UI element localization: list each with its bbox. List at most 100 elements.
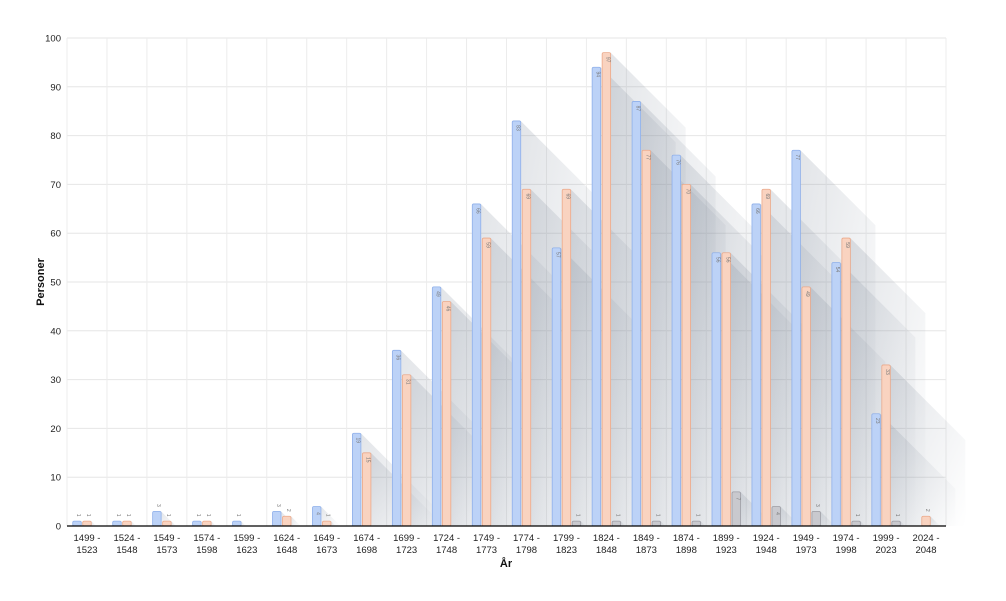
data-label: 1 bbox=[894, 514, 900, 517]
x-tick-label: 1623 bbox=[236, 545, 257, 556]
x-tick-label: 1774 - bbox=[513, 533, 540, 544]
bar bbox=[192, 520, 202, 527]
bar-shadow bbox=[211, 521, 216, 526]
data-label: 97 bbox=[604, 57, 610, 63]
data-label: 46 bbox=[445, 306, 451, 312]
data-label: 2 bbox=[924, 509, 930, 512]
x-tick-label: 1549 - bbox=[153, 533, 180, 544]
bar bbox=[921, 515, 931, 527]
bar bbox=[681, 183, 691, 527]
bar-shadow bbox=[700, 521, 706, 526]
x-tick-label: 1924 - bbox=[753, 533, 780, 544]
bar bbox=[571, 520, 582, 527]
x-tick-label: 1799 - bbox=[553, 533, 580, 544]
data-label: 1 bbox=[125, 514, 131, 517]
bar-shadow bbox=[291, 516, 301, 526]
bar bbox=[551, 247, 562, 527]
bar-shadow bbox=[930, 516, 941, 526]
data-label: 1 bbox=[205, 514, 211, 517]
bar bbox=[511, 120, 522, 527]
x-tick-label: 1548 bbox=[116, 545, 137, 556]
data-label: 1 bbox=[165, 514, 171, 517]
x-tick-label: 1699 - bbox=[393, 533, 420, 544]
data-label: 70 bbox=[684, 189, 690, 195]
data-label: 1 bbox=[694, 514, 700, 517]
data-label: 56 bbox=[724, 257, 730, 263]
x-tick-label: 1599 - bbox=[233, 533, 260, 544]
bar bbox=[721, 252, 731, 527]
data-label: 66 bbox=[475, 208, 481, 214]
data-label: 54 bbox=[834, 267, 840, 273]
bar bbox=[801, 286, 811, 527]
data-label: 49 bbox=[435, 291, 441, 297]
x-tick-label: 1648 bbox=[276, 545, 297, 556]
data-label: 83 bbox=[514, 125, 520, 131]
bar bbox=[791, 149, 801, 527]
data-label: 66 bbox=[754, 208, 760, 214]
x-tick-label: 1523 bbox=[76, 545, 97, 556]
data-label: 1 bbox=[75, 514, 81, 517]
data-label: 56 bbox=[714, 257, 720, 263]
y-tick-label: 10 bbox=[50, 473, 61, 484]
bar bbox=[82, 520, 92, 527]
data-label: 1 bbox=[115, 514, 121, 517]
x-tick-label: 1999 - bbox=[873, 533, 900, 544]
bar bbox=[312, 506, 322, 527]
x-tick-label: 1748 bbox=[436, 545, 457, 556]
data-label: 76 bbox=[674, 159, 680, 165]
data-label: 36 bbox=[395, 355, 401, 361]
bar bbox=[771, 506, 781, 527]
x-tick-label: 1723 bbox=[396, 545, 417, 556]
data-label: 59 bbox=[844, 242, 850, 248]
data-label: 87 bbox=[634, 106, 640, 112]
x-tick-label: 1898 bbox=[676, 545, 697, 556]
y-tick-label: 0 bbox=[56, 522, 61, 533]
bar bbox=[391, 349, 402, 527]
x-tick-label: 2048 bbox=[915, 545, 936, 556]
bar bbox=[671, 154, 681, 527]
data-label: 3 bbox=[275, 504, 281, 507]
x-tick-label: 1873 bbox=[636, 545, 657, 556]
bar-shadow bbox=[330, 521, 336, 526]
data-label: 69 bbox=[564, 193, 570, 199]
bar-shadow bbox=[620, 521, 626, 526]
data-label: 1 bbox=[654, 514, 660, 517]
bar bbox=[591, 66, 602, 527]
bar bbox=[352, 432, 362, 527]
bar bbox=[362, 452, 372, 527]
x-tick-label: 1948 bbox=[756, 545, 777, 556]
bar bbox=[711, 252, 721, 527]
x-tick-label: 1598 bbox=[196, 545, 217, 556]
bar-shadow bbox=[780, 506, 800, 526]
x-tick-label: 1724 - bbox=[433, 533, 460, 544]
x-tick-label: 1798 bbox=[516, 545, 537, 556]
data-label: 2 bbox=[285, 509, 291, 512]
x-tick-label: 1574 - bbox=[193, 533, 220, 544]
x-tick-label: 1998 bbox=[836, 545, 857, 556]
y-tick-label: 80 bbox=[50, 131, 61, 142]
x-tick-label: 1874 - bbox=[673, 533, 700, 544]
bar bbox=[112, 520, 122, 527]
x-tick-label: 1524 - bbox=[113, 533, 140, 544]
x-tick-label: 1824 - bbox=[593, 533, 620, 544]
bar bbox=[401, 374, 412, 527]
data-label: 1 bbox=[574, 514, 580, 517]
bar bbox=[162, 520, 172, 527]
data-label: 1 bbox=[85, 514, 91, 517]
bar-shadow bbox=[580, 521, 586, 526]
bar-shadow bbox=[900, 521, 906, 526]
bar bbox=[431, 286, 442, 527]
bar bbox=[282, 515, 292, 527]
data-label: 4 bbox=[774, 512, 780, 515]
x-tick-label: 1823 bbox=[556, 545, 577, 556]
data-label: 31 bbox=[405, 379, 411, 385]
bar bbox=[751, 203, 761, 527]
bar bbox=[691, 520, 701, 527]
bar bbox=[841, 237, 851, 527]
x-axis-title: År bbox=[500, 557, 513, 570]
bar-shadow bbox=[890, 364, 966, 526]
x-tick-label: 1673 bbox=[316, 545, 337, 556]
data-label: 15 bbox=[365, 457, 371, 463]
